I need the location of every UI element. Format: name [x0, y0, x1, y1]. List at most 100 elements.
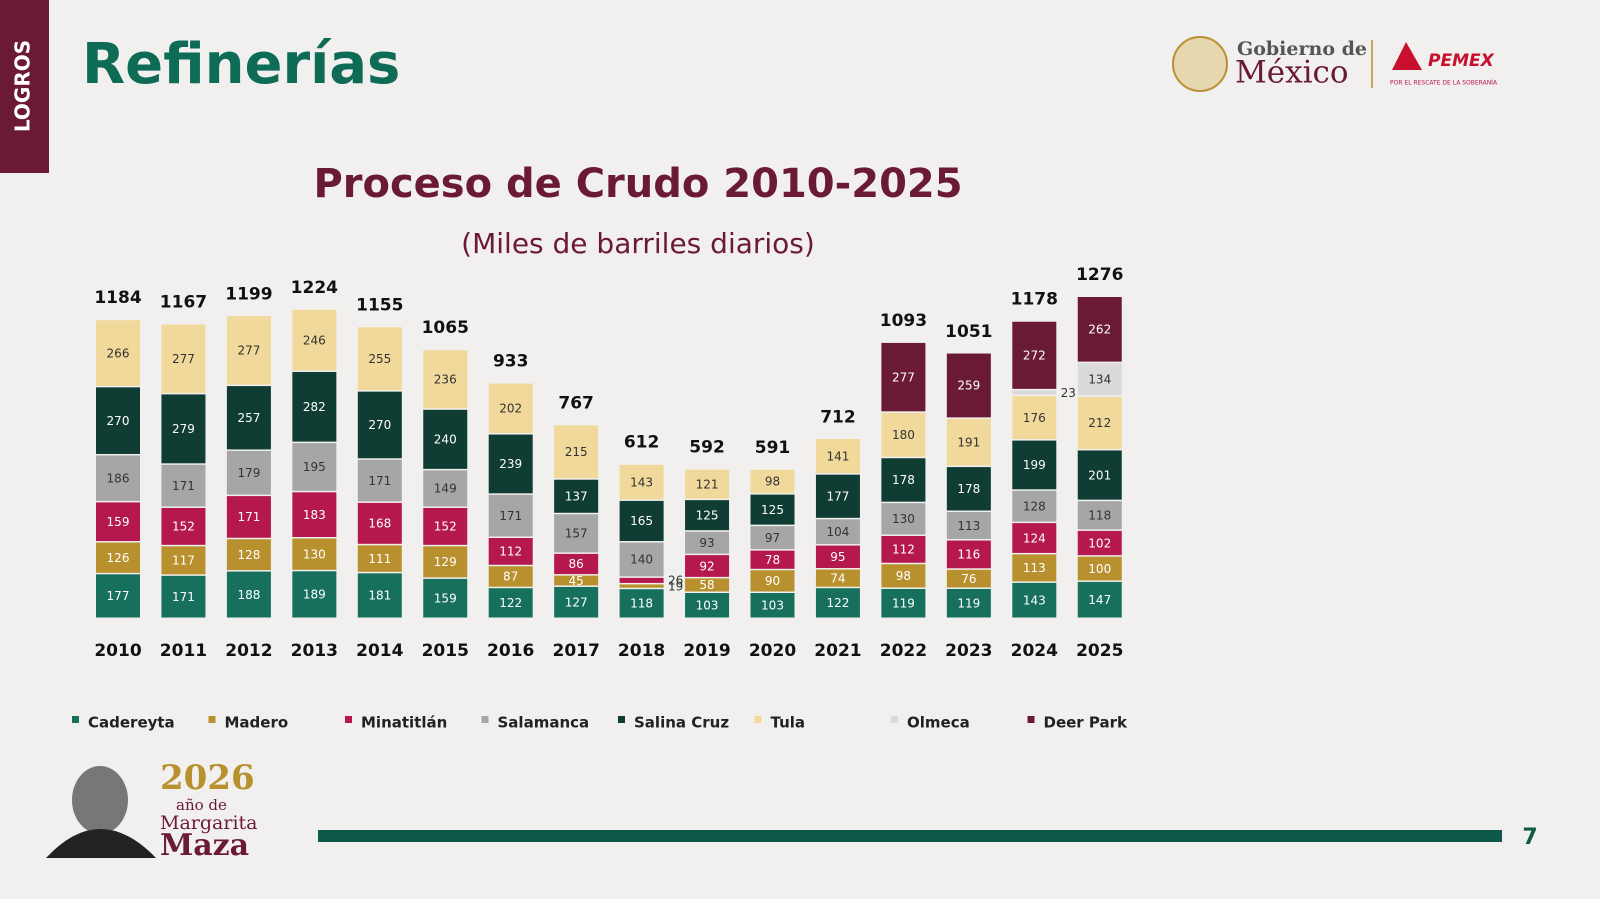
bar-segment — [554, 586, 599, 618]
bar-segment — [96, 320, 140, 386]
segment-label: 119 — [957, 596, 980, 610]
bar-segment — [96, 542, 140, 573]
portrait-body — [46, 829, 156, 858]
total-label: 712 — [820, 407, 856, 427]
segment-label: 277 — [237, 344, 260, 358]
bar-segment — [881, 342, 926, 412]
bar-segment — [226, 316, 271, 385]
total-label: 1155 — [356, 296, 403, 316]
bar-segment — [685, 555, 730, 577]
bar-segment — [161, 464, 206, 507]
bar-segment — [488, 383, 533, 434]
segment-label: 125 — [761, 503, 784, 517]
bar-segment — [161, 575, 206, 618]
segment-label: 97 — [765, 531, 780, 545]
bar-segment — [1012, 390, 1057, 395]
total-label: 1178 — [1011, 290, 1058, 310]
bar-segment — [1077, 530, 1122, 556]
segment-label: 259 — [957, 379, 980, 393]
segment-label: 98 — [896, 569, 911, 583]
segment-label: 112 — [499, 545, 522, 559]
segment-label: 186 — [107, 471, 130, 485]
segment-label: 266 — [107, 346, 130, 360]
bar-segment — [619, 542, 664, 577]
bar-segment — [488, 434, 533, 494]
bar-segment — [750, 494, 795, 525]
page-number: 7 — [1522, 825, 1537, 850]
segment-label: 104 — [826, 525, 849, 539]
bar-segment — [1077, 501, 1122, 530]
bar-segment — [619, 464, 664, 500]
bar-segment — [423, 470, 468, 507]
segment-label: 181 — [368, 589, 391, 603]
x-tick-label: 2021 — [814, 641, 861, 661]
bar-segment — [357, 459, 402, 502]
bar-segment — [815, 569, 860, 587]
segment-label: 152 — [434, 520, 457, 534]
bar-segment — [815, 474, 860, 518]
total-label: 767 — [558, 393, 594, 413]
bar-segment — [619, 577, 664, 583]
segment-label: 282 — [303, 400, 326, 414]
bar-segment — [1077, 450, 1122, 500]
legend-swatch — [754, 716, 762, 723]
bar-segment — [750, 550, 795, 569]
bar-segment — [292, 309, 337, 371]
segment-label: 113 — [1023, 561, 1046, 575]
segment-label: 178 — [957, 482, 980, 496]
segment-label: 199 — [1023, 458, 1046, 472]
bar-segment — [1012, 321, 1057, 389]
bar-segment — [946, 418, 991, 466]
chart-title: Proceso de Crudo 2010-2025 — [313, 161, 962, 207]
footer-line1: año de — [176, 796, 227, 814]
x-tick-label: 2024 — [1011, 641, 1058, 661]
legend-label: Madero — [225, 714, 289, 732]
segment-label: 140 — [630, 553, 653, 567]
segment-label: 130 — [303, 547, 326, 561]
bar-segment — [357, 327, 402, 391]
segment-label: 129 — [434, 555, 457, 569]
segment-label: 236 — [434, 373, 457, 387]
legend-label: Tula — [771, 714, 806, 732]
segment-label: 100 — [1088, 562, 1111, 576]
bar-segment — [946, 467, 991, 511]
bar-segment — [554, 425, 599, 479]
tab-bg — [0, 0, 49, 173]
segment-label: 128 — [237, 548, 260, 562]
bar-segment — [161, 394, 206, 464]
segment-label: 202 — [499, 402, 522, 416]
bar-segment — [685, 469, 730, 499]
segment-label: 76 — [961, 572, 976, 586]
segment-label: 74 — [830, 571, 845, 585]
total-label: 592 — [689, 438, 725, 458]
segment-label: 178 — [892, 473, 915, 487]
segment-label: 201 — [1088, 468, 1111, 482]
total-label: 1276 — [1076, 265, 1123, 285]
footer-bar — [318, 830, 1502, 842]
bar-segment — [423, 350, 468, 409]
bar-segment — [1012, 396, 1057, 440]
bar-segment — [1077, 556, 1122, 581]
bar-segment — [226, 539, 271, 571]
bar-segment — [1077, 363, 1122, 396]
segment-label: 270 — [107, 414, 130, 428]
segment-label: 188 — [237, 588, 260, 602]
bar-segment — [881, 535, 926, 563]
segment-label: 180 — [892, 428, 915, 442]
x-tick-label: 2025 — [1076, 641, 1123, 661]
segment-label: 176 — [1023, 411, 1046, 425]
bar-segment — [946, 588, 991, 618]
bar-segment — [161, 546, 206, 575]
pemex-logo: PEMEX — [1428, 51, 1495, 71]
segment-label: 183 — [303, 508, 326, 522]
segment-label: 117 — [172, 554, 195, 568]
segment-label: 23 — [1061, 386, 1076, 400]
bar-segment — [685, 500, 730, 531]
bar-segment — [881, 503, 926, 535]
bar-segment — [750, 526, 795, 550]
legend-swatch — [481, 716, 489, 723]
bar-segment — [292, 371, 337, 442]
segment-label: 159 — [107, 515, 130, 529]
bar-segment — [161, 507, 206, 545]
x-tick-label: 2018 — [618, 641, 665, 661]
